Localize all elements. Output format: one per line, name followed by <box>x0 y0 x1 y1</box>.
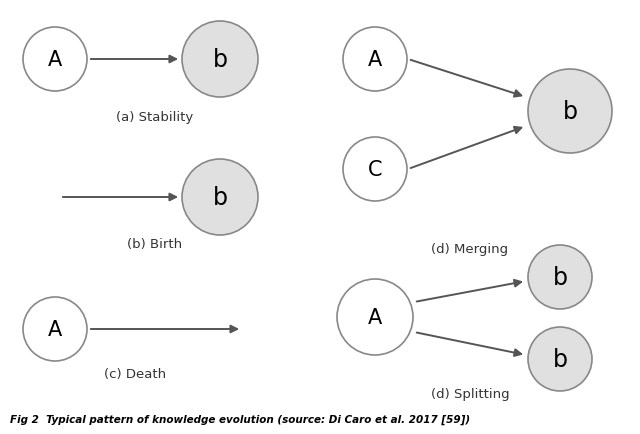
Text: (c) Death: (c) Death <box>104 368 166 381</box>
Circle shape <box>337 279 413 355</box>
Text: A: A <box>48 50 62 70</box>
Text: A: A <box>48 319 62 339</box>
Text: A: A <box>368 307 382 327</box>
Circle shape <box>528 70 612 154</box>
Text: Fig 2  Typical pattern of knowledge evolution (source: Di Caro et al. 2017 [59]): Fig 2 Typical pattern of knowledge evolu… <box>10 414 470 424</box>
Circle shape <box>23 297 87 361</box>
Circle shape <box>528 246 592 309</box>
Text: b: b <box>212 48 227 72</box>
Text: (b) Birth: (b) Birth <box>127 238 182 251</box>
Text: (a) Stability: (a) Stability <box>116 111 194 124</box>
Circle shape <box>182 22 258 98</box>
Circle shape <box>343 138 407 201</box>
Text: C: C <box>368 160 382 180</box>
Text: (d) Splitting: (d) Splitting <box>431 388 509 401</box>
Text: (d) Merging: (d) Merging <box>431 243 509 256</box>
Text: b: b <box>563 100 577 124</box>
Circle shape <box>182 160 258 236</box>
Text: b: b <box>552 265 568 289</box>
Text: b: b <box>552 347 568 371</box>
Circle shape <box>528 327 592 391</box>
Circle shape <box>23 28 87 92</box>
Text: b: b <box>212 186 227 210</box>
Circle shape <box>343 28 407 92</box>
Text: A: A <box>368 50 382 70</box>
